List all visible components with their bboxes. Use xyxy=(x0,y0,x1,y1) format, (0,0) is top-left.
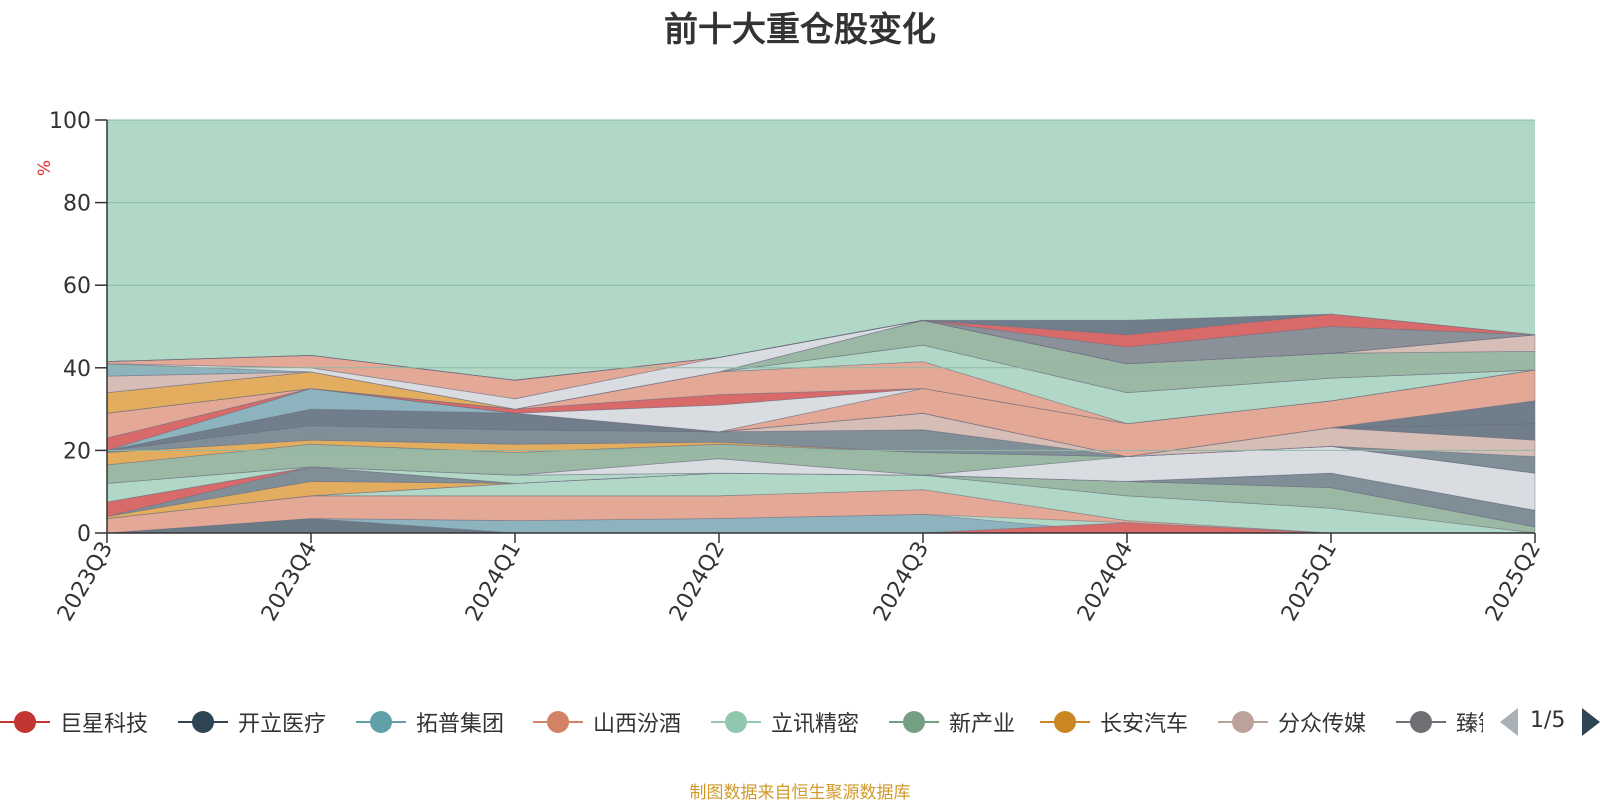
x-tick-label: 2024Q2 xyxy=(665,538,730,626)
x-tick-label: 2023Q3 xyxy=(53,538,118,626)
x-tick-label: 2023Q4 xyxy=(257,538,322,626)
legend-item[interactable]: 长安汽车 xyxy=(1040,702,1188,742)
x-tick-label: 2025Q1 xyxy=(1277,538,1342,626)
y-tick-label: 80 xyxy=(63,192,91,217)
x-tick-label: 2024Q4 xyxy=(1073,538,1138,626)
y-tick-label: 60 xyxy=(63,274,91,299)
legend-item[interactable]: 新产业 xyxy=(889,702,1015,742)
legend-page-indicator: 1/5 xyxy=(1530,708,1566,733)
legend-items: 巨星科技 开立医疗 拓普集团 山西汾酒 立讯精密 新产业 长安汽车 分众传媒 臻镭科技 xyxy=(0,702,1483,742)
area-series-33 xyxy=(106,313,1536,381)
legend-label: 拓普集团 xyxy=(416,712,505,737)
x-tick-label: 2025Q2 xyxy=(1481,538,1546,626)
legend-prev-page-icon[interactable] xyxy=(1500,708,1518,736)
legend-marker-icon xyxy=(1396,707,1446,737)
legend-marker-icon xyxy=(1040,707,1090,737)
legend-marker-icon xyxy=(533,707,583,737)
y-tick-label: 40 xyxy=(63,357,91,382)
legend-item[interactable]: 巨星科技 xyxy=(0,702,148,742)
legend-item[interactable]: 立讯精密 xyxy=(711,702,859,742)
legend-label: 山西汾酒 xyxy=(593,712,682,737)
legend-item[interactable]: 分众传媒 xyxy=(1218,702,1366,742)
legend-item[interactable]: 山西汾酒 xyxy=(533,702,681,742)
legend-label: 分众传媒 xyxy=(1278,712,1367,737)
stacked-area-chart: 0 20 40 60 80 100 2023Q3 2023Q4 2024Q1 2024Q2 2024… xyxy=(35,109,1546,626)
x-tick-label: 2024Q1 xyxy=(461,538,526,626)
legend-marker-icon xyxy=(1218,707,1268,737)
y-axis-unit-label: % xyxy=(35,160,55,176)
chart-title: 前十大重仓股变化 xyxy=(664,10,936,50)
legend-marker-icon xyxy=(889,707,939,737)
legend-next-page-icon[interactable] xyxy=(1582,708,1600,736)
legend-label: 臻镭科技 xyxy=(1456,712,1483,737)
x-tick-label: 2024Q3 xyxy=(869,538,934,626)
legend-item[interactable]: 开立医疗 xyxy=(178,702,326,742)
legend-label: 开立医疗 xyxy=(238,712,327,737)
y-tick-label: 20 xyxy=(63,439,91,464)
legend-label: 立讯精密 xyxy=(771,712,860,737)
source-note: 制图数据来自恒生聚源数据库 xyxy=(689,783,911,803)
legend-marker-icon xyxy=(356,707,406,737)
y-tick-label: 100 xyxy=(49,109,91,134)
legend-marker-icon xyxy=(0,707,50,737)
legend-item[interactable]: 臻镭科技 xyxy=(1396,702,1483,742)
legend-label: 长安汽车 xyxy=(1100,712,1189,737)
legend-marker-icon xyxy=(711,707,761,737)
legend-label: 新产业 xyxy=(949,712,1016,737)
legend-marker-icon xyxy=(178,707,228,737)
legend-item[interactable]: 拓普集团 xyxy=(356,702,504,742)
legend-label: 巨星科技 xyxy=(60,712,149,737)
legend: 巨星科技 开立医疗 拓普集团 山西汾酒 立讯精密 新产业 长安汽车 分众传媒 臻镭科技 1/5 xyxy=(0,702,1600,742)
y-tick-label: 0 xyxy=(77,522,91,547)
